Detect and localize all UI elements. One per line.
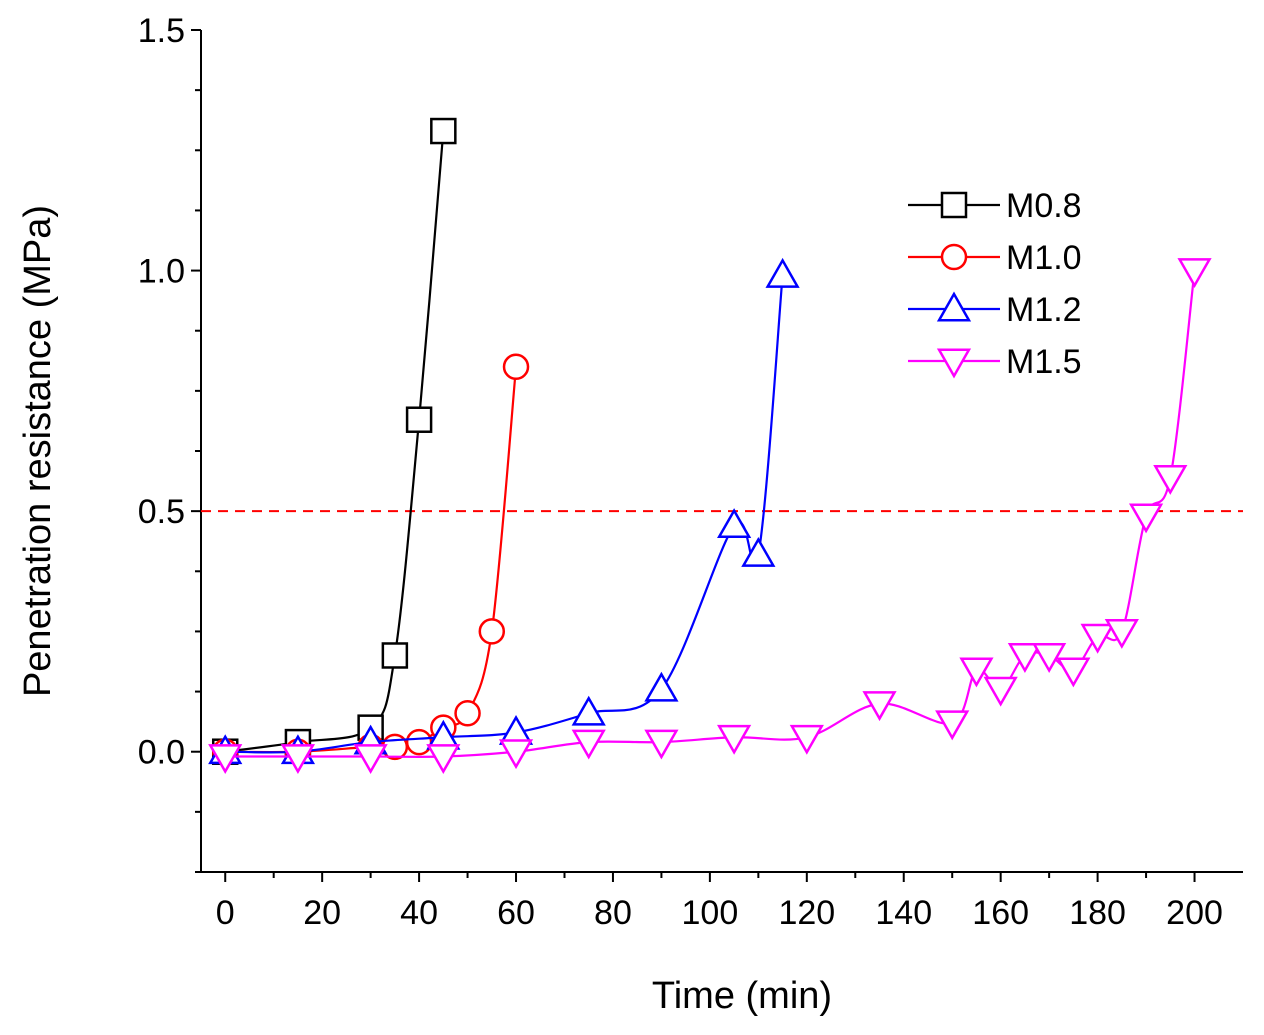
x-tick-label: 140 — [875, 894, 932, 932]
data-point — [571, 729, 606, 760]
data-point — [644, 729, 679, 760]
x-tick-label: 100 — [682, 894, 739, 932]
series-line — [225, 366, 518, 754]
data-point — [1104, 618, 1139, 649]
data-point — [353, 744, 388, 774]
data-point — [1177, 258, 1212, 289]
axes: 0 20 40 60 80 100 120 140 160 180 200 0.0 0.5 1.0 1.5 — [138, 12, 1243, 932]
series-m0-8 — [211, 117, 457, 765]
legend-label: M1.2 — [1006, 291, 1082, 329]
data-point — [405, 728, 433, 756]
data-point — [280, 744, 316, 774]
data-point — [381, 642, 409, 669]
data-point — [1153, 465, 1188, 495]
legend-label: M0.8 — [1006, 187, 1082, 225]
data-point — [741, 536, 776, 567]
legend-item: M0.8 — [908, 187, 1082, 225]
data-point — [789, 724, 824, 755]
legend-label: M1.0 — [1006, 239, 1082, 277]
legend-item: M1.5 — [908, 343, 1082, 381]
data-point — [765, 257, 800, 288]
x-tick-label: 60 — [497, 894, 535, 932]
data-point — [1007, 643, 1043, 673]
x-axis-title: Time (min) — [652, 975, 832, 1017]
series-m1-0 — [211, 353, 530, 765]
legend-label: M1.5 — [1006, 343, 1082, 381]
series-m1-5 — [208, 258, 1212, 774]
data-point — [454, 699, 481, 727]
data-point — [717, 724, 752, 755]
y-tick-label: 1.5 — [138, 12, 185, 50]
data-point — [1032, 643, 1067, 673]
x-tick-label: 180 — [1069, 894, 1126, 932]
data-point — [959, 657, 994, 688]
data-point — [502, 353, 530, 381]
y-tick-label: 0.0 — [138, 734, 185, 772]
legend-marker — [940, 191, 968, 219]
data-point — [498, 739, 534, 770]
data-point — [381, 733, 409, 761]
data-point — [571, 695, 606, 726]
y-tick-label: 0.5 — [138, 493, 185, 531]
data-point — [983, 676, 1018, 707]
data-point — [1128, 503, 1164, 534]
data-point — [208, 744, 243, 774]
x-tick-label: 0 — [216, 894, 235, 932]
legend-item: M1.0 — [908, 239, 1082, 277]
x-tick-label: 200 — [1166, 894, 1223, 932]
data-point — [430, 117, 457, 145]
y-tick-label: 1.0 — [138, 253, 185, 291]
data-point — [1080, 623, 1115, 654]
data-point — [935, 710, 970, 741]
data-point — [862, 691, 897, 722]
data-point — [1056, 657, 1091, 688]
series-line — [225, 130, 445, 753]
x-tick-label: 120 — [778, 894, 835, 932]
data-point — [717, 508, 752, 539]
data-point — [478, 618, 506, 645]
legend-marker — [936, 291, 972, 322]
x-tick-label: 80 — [594, 894, 632, 932]
data-point — [426, 744, 461, 774]
legend-item: M1.2 — [908, 291, 1082, 329]
y-axis-title: Penetration resistance (MPa) — [17, 205, 59, 697]
legend: M0.8 M1.0 M1.2 M1.5 — [908, 187, 1082, 381]
x-tick-label: 40 — [400, 894, 438, 932]
data-point — [405, 406, 433, 433]
legend-marker — [936, 348, 972, 379]
x-tick-label: 160 — [972, 894, 1029, 932]
x-tick-label: 20 — [303, 894, 341, 932]
legend-marker — [940, 243, 968, 271]
series-layer — [208, 117, 1212, 774]
data-point — [644, 671, 679, 702]
